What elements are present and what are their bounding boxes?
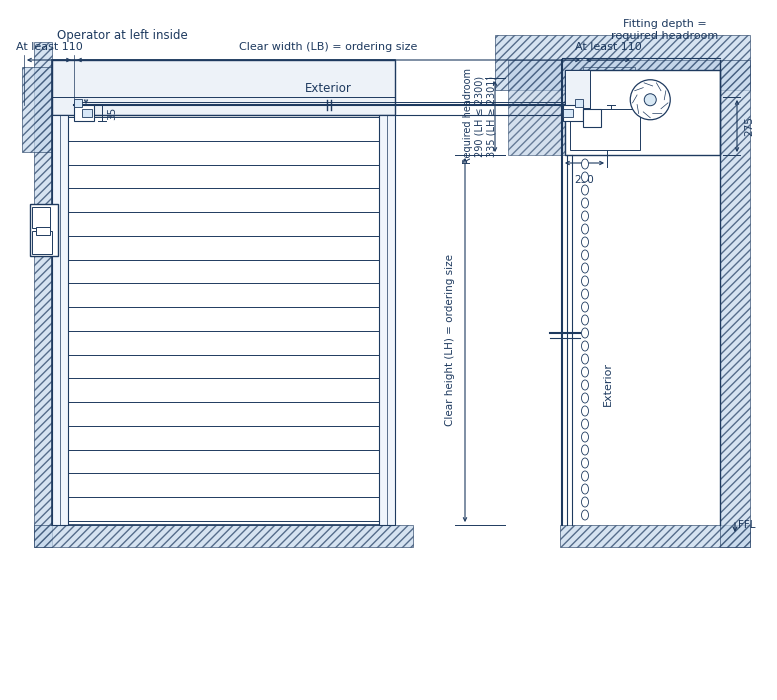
Bar (32, 206, 50, 228)
Ellipse shape (581, 276, 588, 286)
Bar (583, 109, 601, 127)
Ellipse shape (581, 445, 588, 455)
Ellipse shape (581, 211, 588, 221)
Bar (560, 525, 750, 547)
Ellipse shape (581, 471, 588, 481)
Text: 35: 35 (107, 106, 117, 120)
Ellipse shape (581, 432, 588, 442)
Text: Required headroom
290 (LH ≤ 2300)
335 (LH ≥ 2301): Required headroom 290 (LH ≤ 2300) 335 (L… (463, 69, 497, 164)
Text: Exterior: Exterior (305, 81, 352, 94)
Bar (379, 115, 395, 525)
Ellipse shape (581, 406, 588, 416)
Bar (30, 204, 58, 256)
Bar (508, 60, 720, 155)
Ellipse shape (581, 263, 588, 273)
Text: Clear width (LB) = ordering size: Clear width (LB) = ordering size (239, 42, 418, 52)
Text: Exterior: Exterior (603, 363, 613, 407)
Ellipse shape (581, 315, 588, 325)
Ellipse shape (581, 484, 588, 494)
Bar (82, 109, 92, 117)
Text: At least 110: At least 110 (575, 42, 641, 52)
Bar (565, 70, 590, 108)
Ellipse shape (581, 302, 588, 312)
Bar (22, 67, 74, 152)
Bar (52, 60, 395, 115)
Ellipse shape (581, 510, 588, 520)
Circle shape (644, 94, 657, 106)
Bar (74, 99, 82, 107)
Ellipse shape (581, 237, 588, 247)
Bar (570, 109, 639, 150)
Bar (36, 227, 50, 235)
Text: At least 110: At least 110 (16, 42, 82, 52)
Bar (74, 105, 94, 121)
Text: Operator at left inside: Operator at left inside (57, 29, 188, 42)
Text: 230: 230 (575, 175, 594, 185)
Bar (583, 67, 635, 152)
Text: FFL: FFL (738, 520, 755, 530)
Circle shape (630, 80, 671, 120)
Ellipse shape (581, 185, 588, 195)
Text: 275: 275 (744, 116, 754, 136)
Bar (52, 115, 68, 525)
Ellipse shape (581, 341, 588, 351)
Bar (52, 60, 395, 525)
Ellipse shape (581, 393, 588, 403)
Ellipse shape (581, 172, 588, 182)
Bar (720, 60, 750, 547)
Text: Fitting depth =
required headroom: Fitting depth = required headroom (611, 19, 719, 41)
Text: 75: 75 (616, 109, 626, 122)
Bar (575, 99, 583, 107)
Bar (565, 70, 720, 155)
Text: Clear height (LH) = ordering size: Clear height (LH) = ordering size (445, 254, 455, 426)
Ellipse shape (581, 198, 588, 208)
Ellipse shape (581, 354, 588, 364)
Ellipse shape (581, 159, 588, 169)
Ellipse shape (581, 289, 588, 299)
Ellipse shape (581, 250, 588, 260)
Ellipse shape (581, 224, 588, 234)
Ellipse shape (581, 328, 588, 338)
Bar (32, 231, 52, 254)
Ellipse shape (581, 419, 588, 429)
Ellipse shape (581, 380, 588, 390)
Bar (495, 35, 750, 90)
Ellipse shape (581, 367, 588, 377)
Bar (34, 42, 52, 547)
Bar (34, 525, 413, 547)
Ellipse shape (581, 458, 588, 468)
Bar (563, 105, 583, 121)
Bar (563, 109, 573, 117)
Ellipse shape (581, 497, 588, 507)
